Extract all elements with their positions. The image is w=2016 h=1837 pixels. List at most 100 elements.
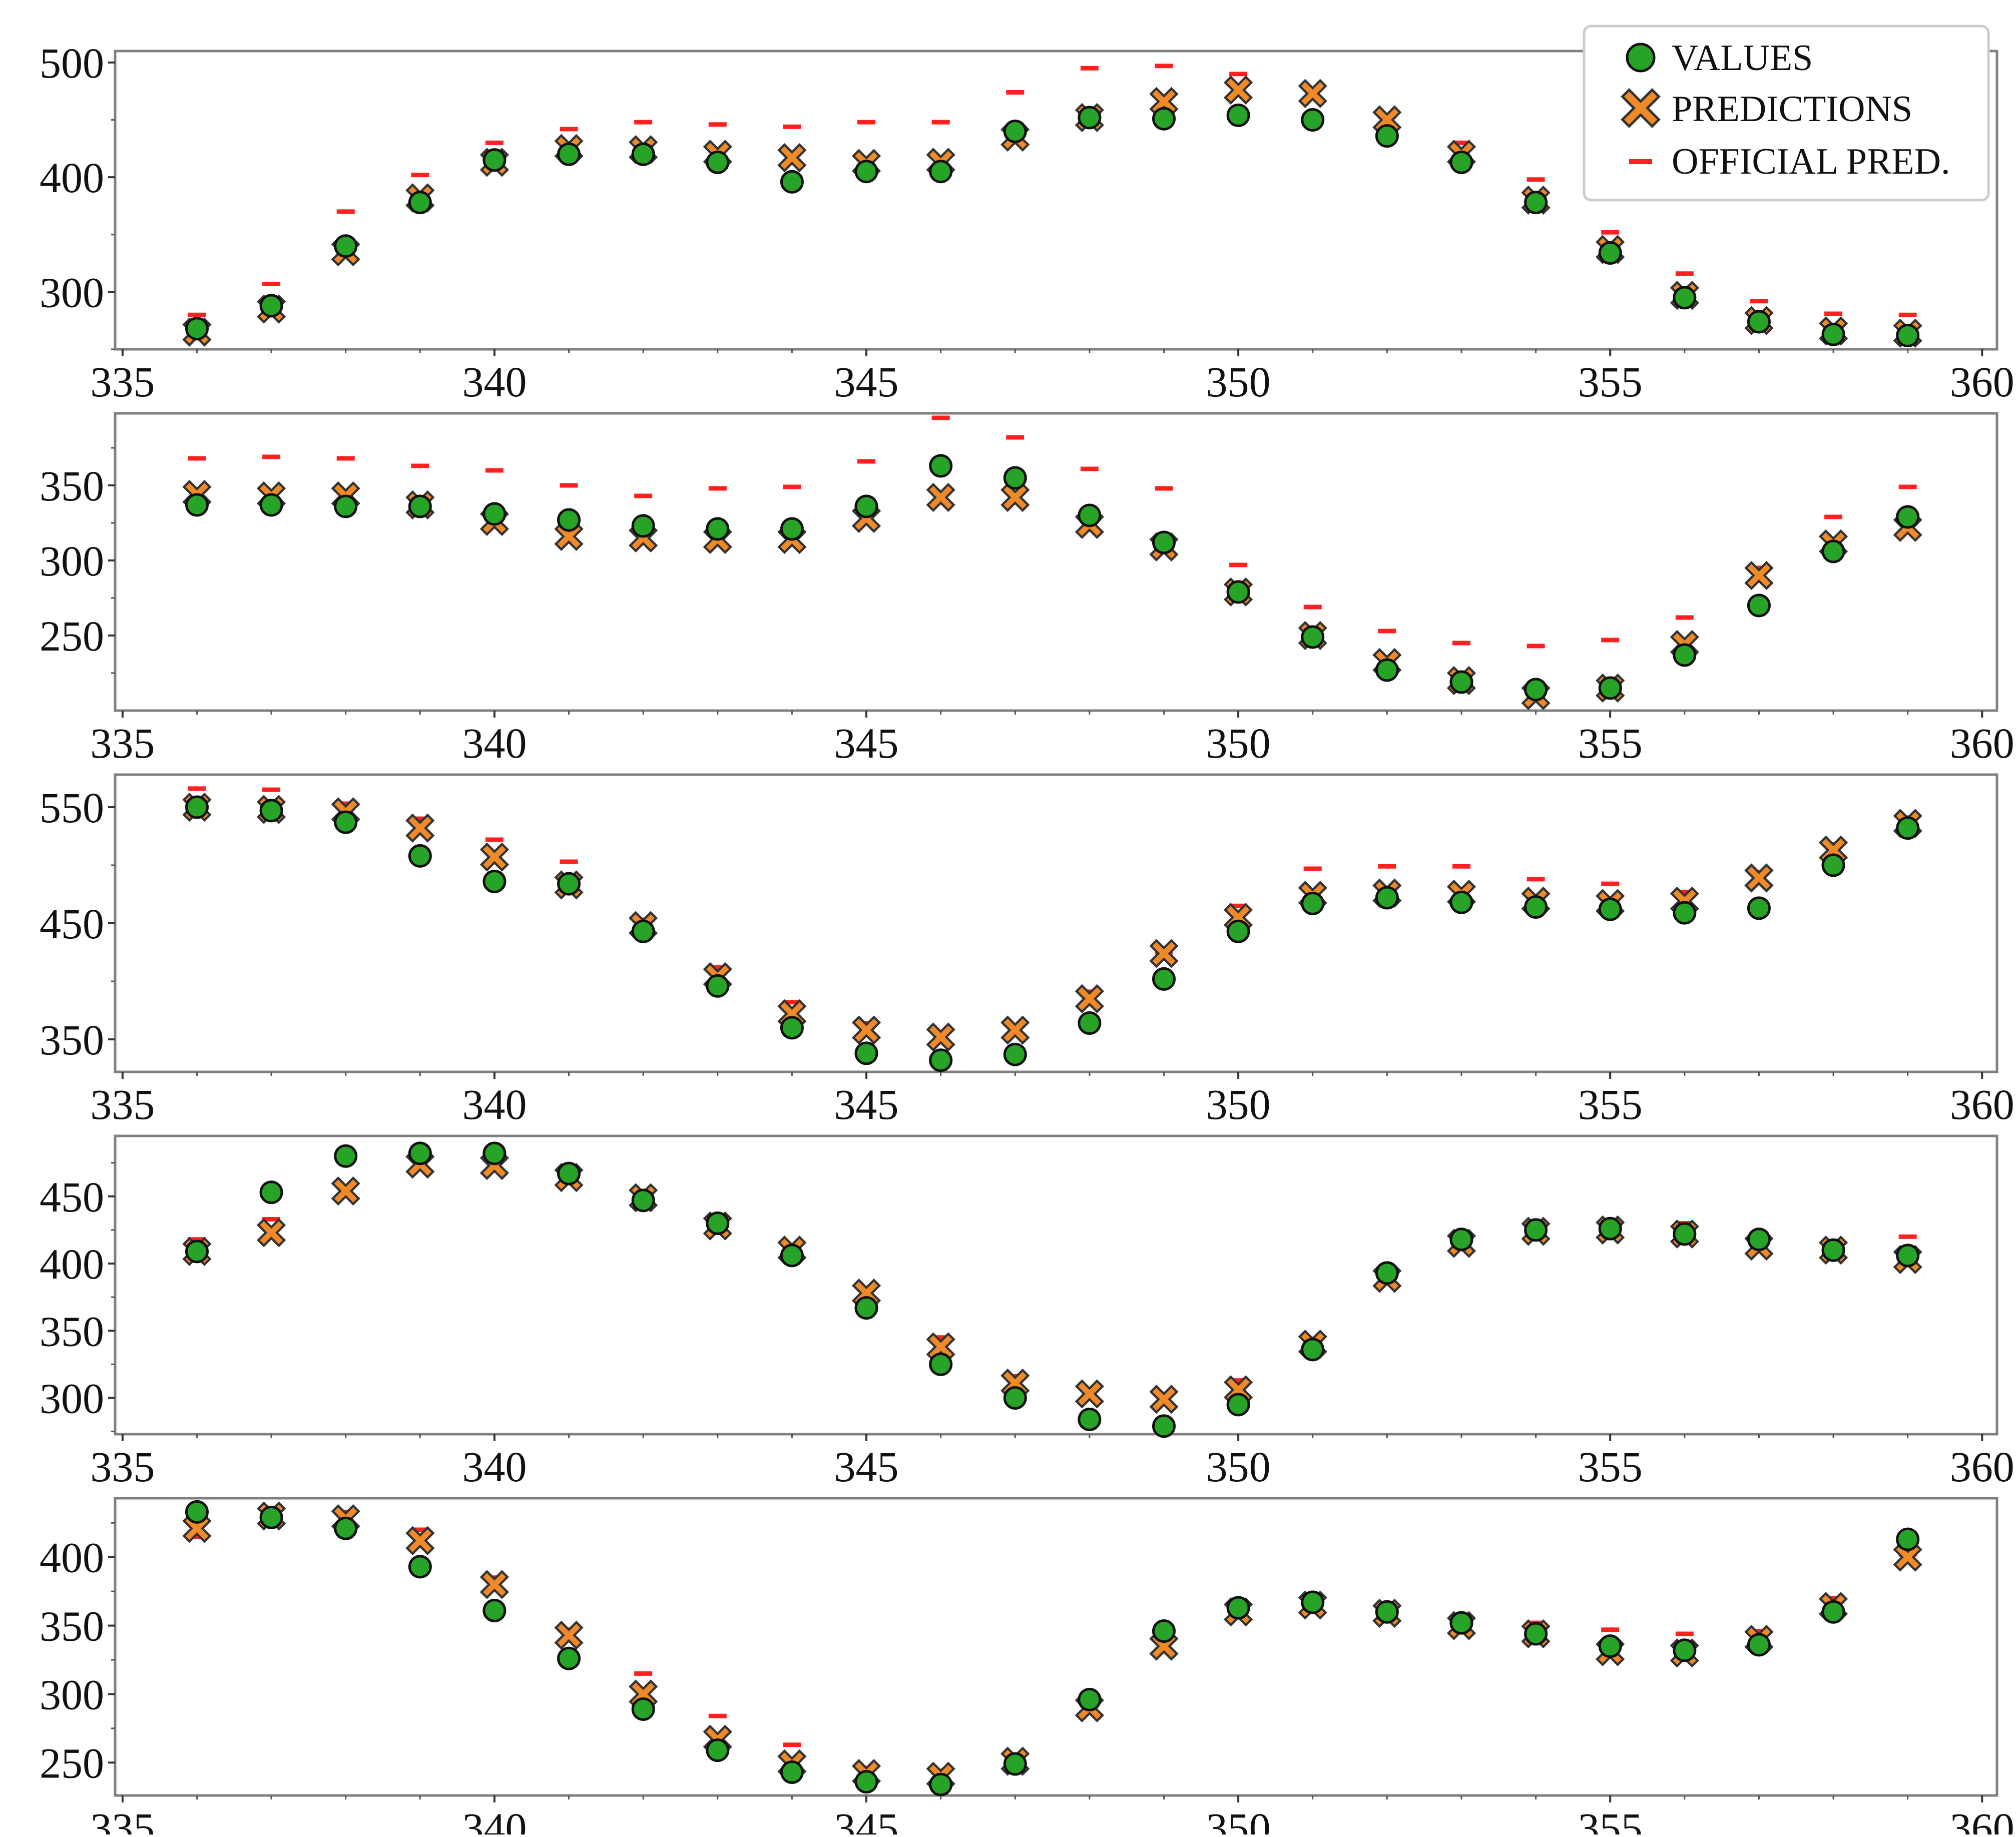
value-point (854, 1041, 878, 1065)
value-point (1896, 505, 1920, 529)
value-point (1226, 580, 1250, 604)
value-point (1524, 895, 1548, 919)
x-tick-label: 345 (834, 1443, 899, 1491)
panel-frame (114, 50, 1998, 351)
value-point (1375, 1600, 1399, 1624)
y-tick-label: 350 (40, 1016, 104, 1064)
value-point (1301, 1590, 1325, 1614)
x-tick-label: 355 (1578, 1804, 1643, 1834)
value-point (334, 234, 358, 258)
prediction-mark (1075, 1379, 1105, 1409)
value-point (1598, 1216, 1622, 1241)
prediction-mark (1223, 75, 1253, 105)
value-point (1821, 1238, 1845, 1262)
value-point (1821, 539, 1845, 563)
y-tick-label: 400 (40, 1240, 104, 1288)
legend-item-official: OFFICIAL PRED. (1629, 141, 1950, 182)
value-point (1078, 1011, 1102, 1035)
value-point (1449, 1228, 1473, 1252)
value-point (557, 1646, 581, 1670)
y-tick-label: 550 (40, 784, 104, 832)
panel-frame (114, 412, 1998, 712)
prediction-mark (1893, 1542, 1922, 1572)
value-point (1821, 853, 1845, 877)
value-point (706, 517, 730, 541)
value-point (631, 514, 655, 538)
value-point (1226, 1596, 1250, 1620)
prediction-mark (405, 1526, 435, 1556)
value-point (557, 1161, 581, 1185)
value-point (780, 1244, 804, 1268)
value-point (482, 1598, 507, 1622)
prediction-mark (926, 1022, 955, 1052)
value-point (334, 1516, 358, 1540)
value-point (557, 872, 581, 896)
value-point (1152, 107, 1176, 131)
value-point (1301, 892, 1325, 916)
x-tick-label: 345 (834, 1080, 899, 1128)
value-point (1003, 1386, 1027, 1410)
value-point (1747, 1633, 1771, 1657)
value-point (1598, 1634, 1622, 1658)
value-point (854, 1296, 878, 1320)
value-point (929, 1048, 953, 1072)
legend-values-label: VALUES (1672, 38, 1813, 79)
value-point (1449, 670, 1473, 694)
panel-1: 335 340 345 350 355 360 300 400 500 (40, 39, 2014, 406)
value-point (706, 974, 730, 998)
value-point (1524, 678, 1548, 702)
y-tick-label: 500 (40, 39, 104, 87)
x-tick-label: 350 (1206, 1804, 1271, 1834)
prediction-mark (182, 1514, 212, 1543)
value-point (1598, 241, 1622, 265)
prediction-mark (926, 482, 955, 512)
value-point (929, 160, 953, 184)
value-point (482, 502, 507, 526)
x-tick-label: 350 (1206, 1443, 1271, 1491)
value-point (1673, 1638, 1697, 1662)
value-point (706, 1211, 730, 1236)
value-point (1747, 896, 1771, 920)
value-point (482, 869, 507, 893)
legend: VALUES PREDICTIONS OFFICIAL PRED. (1583, 25, 1990, 202)
x-tick-label: 355 (1578, 358, 1643, 406)
value-point (1152, 530, 1176, 554)
value-point (1673, 1222, 1697, 1246)
panel-5: 335 340 345 350 355 360 250 300 350 400 (40, 1497, 2014, 1837)
value-point (1375, 886, 1399, 910)
x-tick-label: 340 (462, 719, 527, 767)
prediction-mark (777, 143, 807, 173)
value-point (1896, 323, 1920, 347)
prediction-mark (1149, 939, 1179, 968)
value-point (1003, 466, 1027, 490)
value-point (408, 844, 432, 868)
x-tick-label: 335 (90, 1804, 155, 1834)
y-tick-label: 450 (40, 1173, 104, 1221)
value-point (1524, 1218, 1548, 1242)
value-point (1301, 108, 1325, 132)
legend-item-predictions: PREDICTIONS (1621, 88, 1912, 130)
y-tick-label: 400 (40, 154, 104, 202)
x-tick-label: 360 (1950, 358, 2014, 406)
value-point (1598, 676, 1622, 700)
y-tick-label: 350 (40, 462, 104, 510)
y-tick-label: 300 (40, 537, 104, 585)
y-tick-label: 300 (40, 1375, 104, 1423)
legend-values-marker (1626, 43, 1656, 73)
value-point (1449, 150, 1473, 174)
prediction-mark (554, 521, 584, 551)
value-point (408, 1555, 432, 1579)
prediction-mark (1372, 105, 1402, 135)
value-point (259, 294, 283, 318)
value-point (259, 1180, 283, 1204)
x-tick-label: 335 (90, 719, 155, 767)
value-point (1747, 593, 1771, 618)
value-point (1673, 901, 1697, 925)
value-point (259, 493, 283, 517)
x-tick-label: 335 (90, 358, 155, 406)
prediction-mark (331, 1176, 360, 1206)
x-tick-label: 335 (90, 1080, 155, 1128)
prediction-mark (1744, 863, 1774, 893)
